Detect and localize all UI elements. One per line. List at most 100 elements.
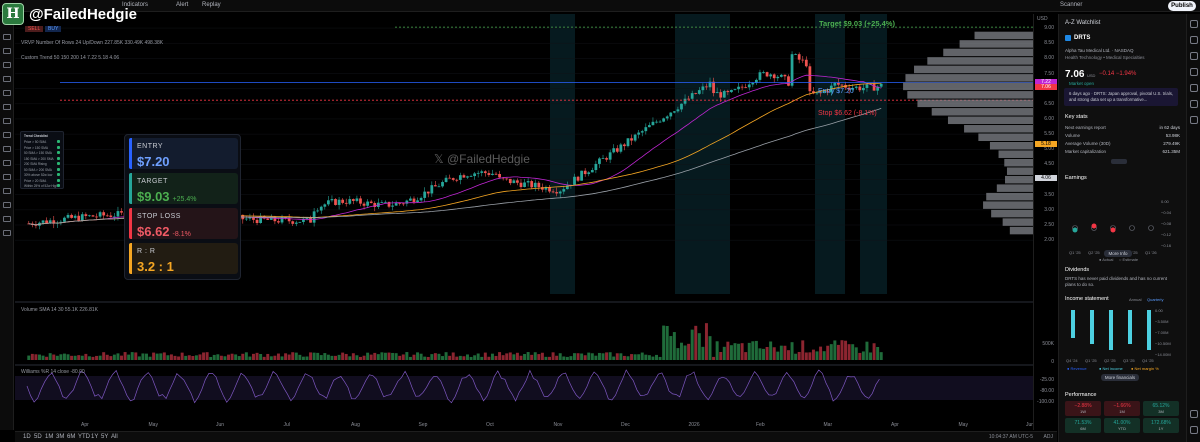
candle-body (819, 92, 822, 94)
help-icon[interactable] (1190, 410, 1198, 418)
ruler-icon[interactable] (3, 146, 11, 152)
range-6m[interactable]: 6M (67, 434, 76, 440)
alert-button[interactable]: Alert (176, 2, 189, 8)
fib-icon[interactable] (3, 62, 11, 68)
candle-body (387, 201, 391, 207)
candle-body (612, 148, 616, 153)
candle-body (341, 199, 345, 203)
volume-legend: Volume SMA 14 30 55.1K 226.81K (21, 307, 98, 313)
crosshair-icon[interactable] (3, 34, 11, 40)
price-tick: 5.50 (1044, 131, 1054, 138)
notifications-icon[interactable] (1190, 116, 1198, 124)
stat-value: in 62 days (1159, 125, 1180, 130)
candle-body (562, 189, 566, 192)
income-legend: ● Net income (1099, 366, 1124, 371)
brush-icon[interactable] (3, 104, 11, 110)
volume-tick: 500K (1042, 341, 1054, 347)
volume-bar (391, 352, 395, 360)
price-scale[interactable]: USD 9.008.508.007.507.006.506.005.505.00… (1033, 14, 1057, 430)
volume-bar (537, 354, 541, 360)
watchlist-icon[interactable] (1190, 20, 1198, 28)
symbol-ticker[interactable]: DRTS (1074, 35, 1091, 41)
adj-toggle[interactable]: ADJ (1043, 434, 1053, 440)
sell-tag[interactable]: SELL (25, 26, 44, 32)
volume-profile-bar (1002, 218, 1033, 226)
volume-bar (198, 354, 202, 360)
volume-bar (383, 352, 387, 360)
time-axis-label: Dec (621, 422, 630, 428)
candle-body (394, 203, 398, 206)
volume-bar (219, 355, 223, 360)
buy-tag[interactable]: BUY (45, 26, 62, 32)
link-icon[interactable] (3, 216, 11, 222)
emoji-icon[interactable] (3, 132, 11, 138)
range-all[interactable]: All (111, 434, 118, 440)
candle-body (801, 59, 805, 61)
range-1d[interactable]: 1D (23, 434, 31, 440)
range-5d[interactable]: 5D (34, 434, 42, 440)
earnings-quarter: Q1 '26 (1145, 250, 1157, 255)
candle-body (309, 217, 312, 223)
volume-bar (301, 356, 305, 360)
stat-value: 279.49K (1163, 141, 1180, 146)
stats-more-button[interactable] (1111, 159, 1127, 164)
lock-icon[interactable] (3, 188, 11, 194)
candle-body (323, 204, 327, 207)
range-3m[interactable]: 3M (56, 434, 65, 440)
ideas-icon[interactable] (1190, 100, 1198, 108)
news-card[interactable]: 6 days ago · DRTS: Japan approval, pivot… (1064, 88, 1178, 106)
news-icon[interactable] (1190, 52, 1198, 60)
annual-tab[interactable]: Annual (1129, 297, 1142, 302)
indicators-button[interactable]: Indicators (122, 2, 149, 8)
dividends-text: DRTS has never paid dividends and has no… (1065, 276, 1167, 287)
candle-body (573, 176, 576, 185)
text-icon[interactable] (3, 118, 11, 124)
range-1y[interactable]: 1Y (91, 434, 99, 440)
trendline-icon[interactable] (3, 48, 11, 54)
forecast-icon[interactable] (3, 90, 11, 96)
volume-bar (540, 352, 544, 360)
performance-cell: −2.88% 1W (1065, 401, 1101, 416)
trash-icon[interactable] (3, 230, 11, 236)
range-ytd[interactable]: YTD (78, 434, 90, 440)
pattern-icon[interactable] (3, 76, 11, 82)
quarterly-tab[interactable]: Quarterly (1147, 297, 1164, 302)
replay-button[interactable]: Replay (202, 2, 221, 8)
watchlist-title[interactable]: A-Z Watchlist (1065, 20, 1101, 26)
chat-icon[interactable] (1190, 84, 1198, 92)
calendar-icon[interactable] (1190, 68, 1198, 76)
symbol-logo (1065, 35, 1071, 41)
volume-bar (437, 353, 441, 360)
candle-body (63, 217, 66, 222)
price-tick: 6.00 (1044, 115, 1054, 122)
volume-bar (184, 355, 188, 360)
clock[interactable]: 10:04:37 AM UTC-5 (988, 434, 1033, 440)
candle-body (462, 175, 466, 178)
earnings-tick: −0.12 (1161, 232, 1172, 237)
entry-row: ENTRY $7.20 (129, 138, 238, 169)
volume-bar (787, 350, 790, 360)
candle-body (98, 212, 102, 217)
more-info-button[interactable]: More Info (1104, 250, 1132, 257)
range-1m[interactable]: 1M (45, 434, 54, 440)
eye-icon[interactable] (3, 202, 11, 208)
volume-bar (633, 354, 637, 360)
alerts-icon[interactable] (1190, 36, 1198, 44)
performance-cell: −1.66% 1M (1104, 401, 1140, 416)
candle-body (505, 178, 509, 180)
magnet-icon[interactable] (3, 174, 11, 180)
scanner-button[interactable]: Scanner (1060, 2, 1083, 8)
candle-body (95, 216, 98, 218)
performance-period: YTD (1118, 426, 1126, 431)
custom-trend-legend: Custom Trend 50 150 200 14 7.22 5.18 4.0… (21, 55, 120, 61)
grid-icon[interactable] (1190, 426, 1198, 434)
range-5y[interactable]: 5Y (101, 434, 109, 440)
zoom-icon[interactable] (3, 160, 11, 166)
volume-bar (869, 352, 872, 360)
volume-bar (419, 353, 423, 360)
publish-button[interactable]: Publish (1168, 1, 1196, 11)
performance-title: Performance (1065, 392, 1097, 398)
time-axis-label: Mar (824, 422, 833, 428)
highlight-band (815, 14, 845, 294)
more-financials-button[interactable]: More financials (1101, 374, 1139, 381)
